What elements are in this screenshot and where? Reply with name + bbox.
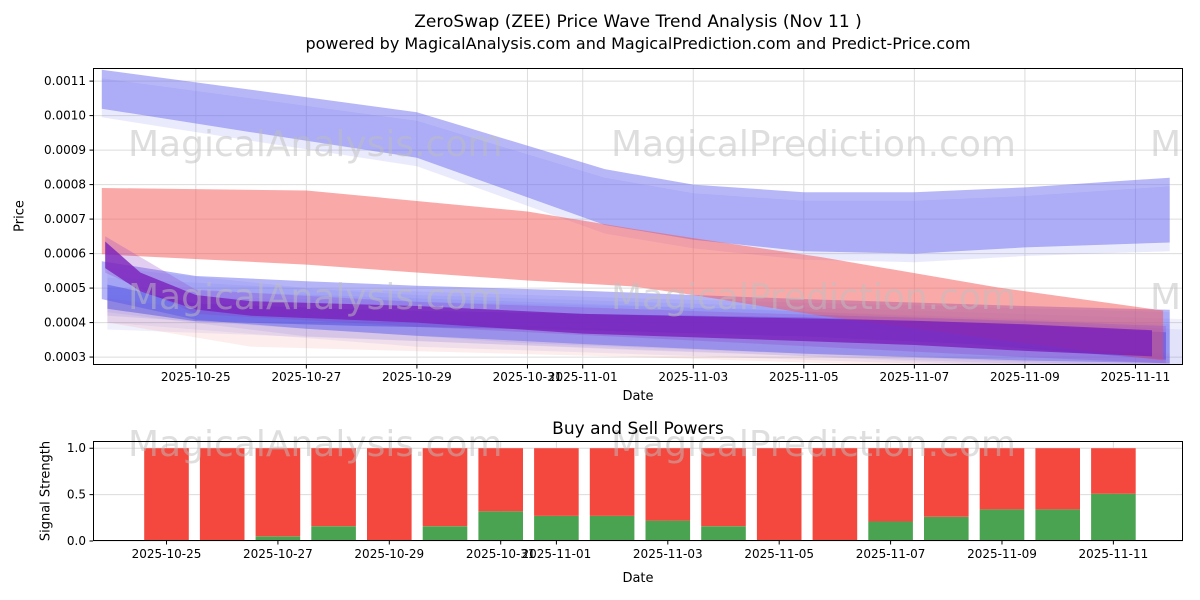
- sell-bar-segment: [311, 448, 356, 527]
- sell-bar-segment: [756, 448, 802, 541]
- date-axis-label-bottom: Date: [622, 571, 654, 586]
- sell-bar-segment: [1091, 448, 1136, 494]
- signal-strength-axis-label: Signal Strength: [38, 440, 54, 542]
- sell-bar-segment: [199, 448, 245, 541]
- sell-bar-segment: [812, 448, 858, 541]
- x-tick-label: 2025-11-05: [769, 370, 839, 384]
- buy-bar-segment: [868, 521, 913, 541]
- price-bands-layer: [101, 69, 1183, 365]
- y-tick-label: 0.0004: [44, 316, 86, 330]
- buy-bar-segment: [645, 520, 691, 541]
- x-tick-label: 2025-11-11: [1079, 547, 1149, 561]
- price-band-upper-band: [101, 69, 1170, 254]
- signal-chart-title: Buy and Sell Powers: [552, 419, 724, 439]
- x-tick-label: 2025-11-03: [633, 547, 703, 561]
- x-tick-label: 2025-11-11: [1101, 370, 1171, 384]
- price-band-red-band: [101, 188, 1164, 361]
- watermark-text: MagicalAnalysis.com: [128, 124, 502, 165]
- sell-bar-segment: [924, 448, 969, 517]
- x-tick-label: 2025-10-29: [354, 547, 424, 561]
- x-tick-label: 2025-11-03: [658, 370, 728, 384]
- buy-bar-segment: [701, 526, 746, 541]
- sell-bar-segment: [367, 448, 412, 541]
- chart-title: ZeroSwap (ZEE) Price Wave Trend Analysis…: [414, 12, 862, 32]
- x-tick-label: 2025-11-07: [879, 370, 949, 384]
- sell-bar-segment: [589, 448, 635, 516]
- axes-spines: [93, 68, 1183, 365]
- x-tick-label: 2025-10-25: [161, 370, 231, 384]
- watermark-text: MagicalPrediction.com: [611, 277, 1016, 318]
- sell-bar-segment: [1035, 448, 1080, 510]
- sell-bar-segment: [645, 448, 691, 521]
- y-tick-label: 0.5: [67, 488, 86, 502]
- price-band-purple-band: [105, 241, 1153, 357]
- x-tick-label: 2025-10-27: [271, 370, 341, 384]
- y-tick-label: 0.0009: [44, 143, 86, 157]
- watermark-text: MagicalAnalysis.com: [128, 424, 502, 465]
- buy-bar-segment: [255, 536, 301, 541]
- watermark-text: MagicalPrediction.com: [611, 124, 1016, 165]
- y-tick-label: 0.0011: [44, 74, 86, 88]
- x-tick-label: 2025-11-09: [967, 547, 1037, 561]
- y-tick-label: 1.0: [67, 441, 86, 455]
- x-tick-label: 2025-10-25: [132, 547, 202, 561]
- sell-bar-segment: [868, 448, 913, 522]
- x-tick-label: 2025-10-31: [466, 547, 536, 561]
- chart-subtitle: powered by MagicalAnalysis.com and Magic…: [305, 34, 971, 53]
- watermark-text: MagicalAnalysis.com: [1150, 124, 1200, 165]
- sell-bar-segment: [534, 448, 579, 516]
- sell-bar-segment: [478, 448, 523, 512]
- x-tick-label: 2025-11-05: [744, 547, 814, 561]
- y-tick-label: 0.0: [67, 534, 86, 548]
- tick-layer: 2025-10-25 2025-10-27 2025-10-29 2025-10-31…: [67, 441, 1148, 561]
- watermark-row: MagicalAnalysis.com MagicalPrediction.com…: [128, 277, 1200, 318]
- watermark-text: MagicalPrediction.com: [611, 424, 1016, 465]
- y-tick-label: 0.0003: [44, 350, 86, 364]
- signal-bars-layer: [144, 448, 1136, 541]
- price-band-upper-band-soft: [101, 78, 1170, 263]
- sell-bar-segment: [255, 448, 301, 537]
- y-tick-label: 0.0008: [44, 178, 86, 192]
- date-axis-label-top: Date: [622, 389, 654, 404]
- x-tick-label: 2025-11-07: [856, 547, 926, 561]
- buy-bar-segment: [534, 516, 579, 541]
- tick-layer: 2025-10-25 2025-10-27 2025-10-29 2025-10-31…: [44, 74, 1170, 384]
- x-tick-label: 2025-10-27: [243, 547, 313, 561]
- sell-bar-segment: [144, 448, 189, 541]
- y-tick-label: 0.0005: [44, 281, 86, 295]
- buy-bar-segment: [589, 516, 635, 541]
- buy-bar-segment: [979, 509, 1025, 541]
- x-tick-label: 2025-10-31: [493, 370, 563, 384]
- buy-bar-segment: [1035, 509, 1080, 541]
- watermark-row: MagicalAnalysis.com MagicalPrediction.com: [128, 424, 1016, 465]
- watermark-row: MagicalAnalysis.com MagicalPrediction.com…: [128, 124, 1200, 165]
- buy-bar-segment: [311, 526, 356, 541]
- buy-bar-segment: [924, 516, 969, 541]
- buy-bar-segment: [422, 526, 468, 541]
- price-axis-label: Price: [12, 200, 28, 232]
- x-tick-label: 2025-11-09: [990, 370, 1060, 384]
- watermark-text: MagicalAnalysis.com: [128, 277, 502, 318]
- y-tick-label: 0.0007: [44, 212, 86, 226]
- x-tick-label: 2025-10-29: [382, 370, 452, 384]
- y-tick-label: 0.0010: [44, 109, 86, 123]
- sell-bar-segment: [979, 448, 1025, 510]
- sell-bar-segment: [422, 448, 468, 527]
- sell-bar-segment: [701, 448, 746, 527]
- buy-bar-segment: [1091, 493, 1136, 541]
- buy-bar-segment: [478, 511, 523, 541]
- axes-spines: [93, 441, 1183, 541]
- x-tick-label: 2025-11-01: [548, 370, 618, 384]
- y-tick-label: 0.0006: [44, 247, 86, 261]
- watermark-text: MagicalAnalysis.com: [1150, 277, 1200, 318]
- x-tick-label: 2025-11-01: [522, 547, 592, 561]
